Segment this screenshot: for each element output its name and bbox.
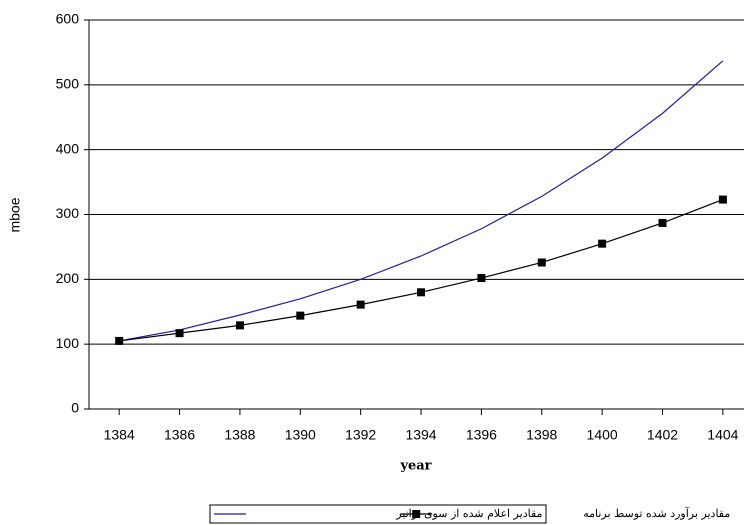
point [718,195,727,204]
x-tick-label: 1394 [405,427,436,443]
legend: مقادیر اعلام شده از سوی توانیر مقادیر برآ… [209,504,730,524]
point [235,321,244,330]
legend-marker [412,510,421,518]
y-tick-label: 0 [71,400,79,416]
x-tick-label: 1388 [224,427,255,443]
x-tick-label: 1402 [647,427,678,443]
legend-box [209,504,547,524]
x-tick-label: 1392 [345,427,376,443]
point [537,258,546,267]
y-tick-label: 200 [56,270,80,286]
point [115,336,124,345]
x-tick-label: 1404 [707,427,738,443]
y-tick-label: 100 [56,335,80,351]
y-tick-label: 600 [56,11,80,27]
x-tick-label: 1398 [526,427,557,443]
point [417,288,426,297]
point [658,218,667,227]
y-tick-label: 300 [56,205,80,221]
x-tick-label: 1386 [164,427,195,443]
point [477,274,486,283]
point [175,329,184,338]
point [598,239,607,248]
legend-label: مقادیر برآورد شده توسط برنامه [583,507,730,520]
legend-label: مقادیر اعلام شده از سوی توانیر [395,507,542,520]
x-axis-label: year [399,459,431,474]
x-tick-label: 1400 [587,427,618,443]
series-line [119,60,724,342]
y-tick-label: 500 [56,76,80,92]
x-tick-label: 1384 [104,427,135,443]
series-line [119,199,724,342]
point [356,300,365,309]
y-axis-label: mboe [7,197,23,232]
x-tick-label: 1396 [466,427,497,443]
y-tick-label: 400 [56,140,80,156]
point [296,311,305,320]
x-tick-label: 1390 [285,427,316,443]
